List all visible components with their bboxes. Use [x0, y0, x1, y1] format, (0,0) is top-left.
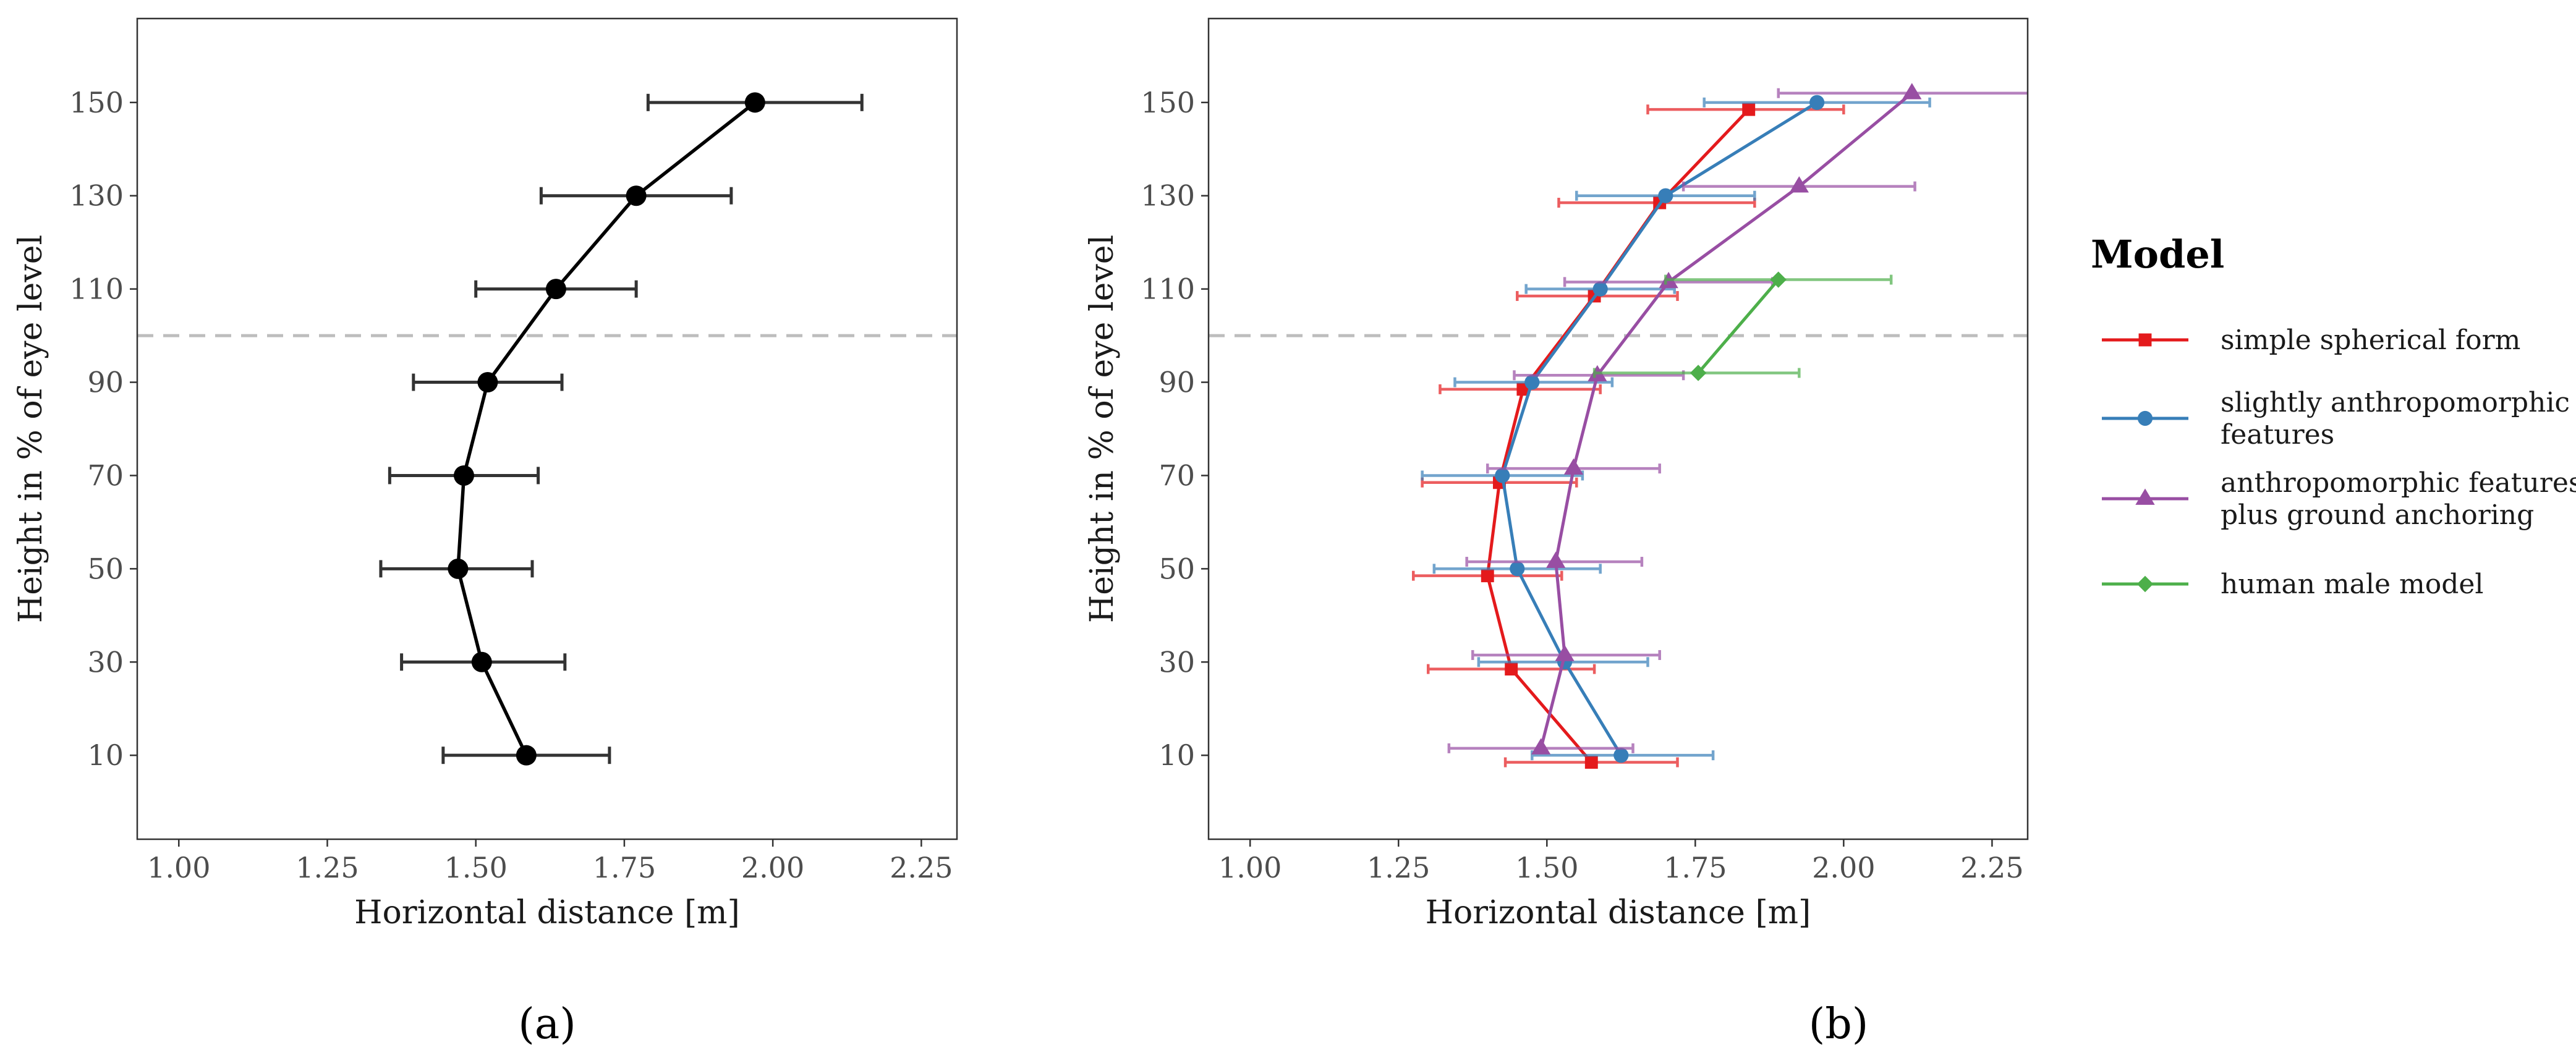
panel-a-plot-frame [136, 17, 958, 840]
panel-b-plot-frame [1207, 17, 2029, 840]
panel-b-series-human-male-model [1592, 271, 1893, 381]
panel-b-x-tick-label: 1.25 [1367, 851, 1430, 884]
panel-b-y-tick-label: 10 [1158, 738, 1195, 772]
panel-a-data-point [744, 92, 765, 113]
legend-label: slightly anthropomorphic [2221, 387, 2570, 418]
panel-b-data-point [1613, 748, 1629, 763]
panel-b-data-point [1505, 662, 1518, 676]
panel-a-data-point [477, 372, 498, 393]
panel-a-x-tick-label: 1.00 [147, 851, 210, 884]
panel-a-data-point [448, 558, 469, 579]
legend-label: anthropomorphic features [2221, 467, 2576, 499]
panel-a-x-tick-label: 1.50 [444, 851, 507, 884]
panel-b-y-tick-label: 30 [1158, 645, 1195, 679]
panel-b-chart: 1.00 1.25 1.50 1.75 2.00 2.25 10 30 50 70 90 110 130… [1084, 17, 2029, 931]
panel-a-y-tick-label: 90 [87, 366, 124, 399]
panel-b-label: (b) [1809, 1000, 1869, 1049]
panel-b-data-point [1789, 176, 1809, 193]
legend-label: features [2221, 419, 2334, 451]
panel-b-series-anthropomorphic-features-plus-ground-anchoring [1447, 83, 2028, 755]
panel-b-data-point [1584, 756, 1598, 769]
panel-a-x-tick-label: 2.00 [741, 851, 804, 884]
panel-b-data-point [1555, 645, 1575, 661]
legend-key-marker [2137, 410, 2153, 426]
panel-b-x-tick-label: 1.75 [1664, 851, 1727, 884]
panel-b-series-line [1500, 101, 1818, 756]
panel-a-data-point [453, 465, 474, 486]
panel-b-data-point [1902, 83, 1922, 99]
panel-b-data-point [1495, 468, 1510, 483]
panel-a-series-line [456, 101, 757, 756]
panel-b-x-tick-label: 1.50 [1515, 851, 1578, 884]
panel-b-y-axis-title: Height in % of eye level [1084, 235, 1121, 623]
panel-a-y-tick-label: 70 [87, 459, 124, 492]
panel-b-data-point [1563, 458, 1584, 475]
panel-b-x-tick-label: 2.25 [1960, 851, 2023, 884]
panel-b-y-tick-label: 50 [1158, 552, 1195, 585]
panel-b-x-tick-label: 1.00 [1218, 851, 1282, 884]
panel-b-series-line [1697, 278, 1780, 375]
panel-b-data-point [1531, 738, 1551, 755]
panel-b-x-tick-label: 2.00 [1812, 851, 1875, 884]
panel-a-x-axis-title: Horizontal distance [m] [354, 894, 740, 931]
legend-item-human-male-model: human male model [2102, 569, 2484, 600]
panel-a-y-tick-label: 10 [87, 738, 124, 772]
panel-b-series-slightly-anthropomorphic-features [1421, 95, 1931, 763]
panel-a-data-point [545, 279, 566, 300]
panel-b-data-point [1524, 375, 1540, 390]
legend-item-simple-spherical-form: simple spherical form [2102, 324, 2520, 356]
panel-a-data-point [516, 745, 537, 766]
legend-key-marker [2138, 333, 2152, 347]
panel-b-y-tick-label: 70 [1158, 459, 1195, 492]
panel-a-x-tick-label: 1.75 [593, 851, 656, 884]
panel-b-series-line [1539, 91, 1913, 749]
panel-b-data-point [1481, 569, 1494, 583]
panel-a-y-tick-label: 50 [87, 552, 124, 585]
legend-label: simple spherical form [2221, 324, 2520, 356]
panel-a-y-tick-label: 130 [69, 179, 124, 213]
legend-key-marker [2136, 575, 2154, 593]
panel-b-data-point [1770, 271, 1787, 288]
panel-a-y-axis-title: Height in % of eye level [12, 235, 49, 623]
panel-a-data-point [626, 185, 647, 206]
panel-b-x-axis-title: Horizontal distance [m] [1426, 894, 1811, 931]
legend-label: human male model [2221, 569, 2484, 600]
panel-a-data-point [471, 651, 492, 672]
panel-b-y-tick-label: 110 [1141, 273, 1195, 306]
legend-title: Model [2091, 232, 2224, 277]
legend: Model simple spherical form slightly anthr… [2091, 232, 2576, 600]
panel-a-chart: 1.00 1.25 1.50 1.75 2.00 2.25 10 30 50 70 90 110 130… [12, 17, 958, 931]
panel-b-series-line [1486, 108, 1750, 764]
panel-b-data-point [1510, 561, 1525, 577]
panel-b-data-point [1742, 103, 1756, 116]
panel-b-y-tick-label: 130 [1141, 179, 1195, 213]
panel-a-label: (a) [518, 1000, 576, 1049]
panel-b-y-tick-label: 90 [1158, 366, 1195, 399]
panel-b-data-point [1546, 551, 1566, 568]
legend-key-marker [2135, 488, 2155, 505]
panel-b-data-point [1690, 365, 1707, 381]
panel-b-data-point [1658, 188, 1673, 203]
panel-b-data-point [1592, 281, 1608, 297]
panel-a-y-tick-label: 110 [69, 273, 124, 306]
legend-label: plus ground anchoring [2221, 499, 2534, 531]
panel-a-y-tick-label: 150 [69, 86, 124, 119]
panel-a-x-tick-label: 1.25 [295, 851, 359, 884]
panel-b-data-point [1809, 95, 1825, 110]
panel-a-x-tick-label: 2.25 [890, 851, 953, 884]
panel-b-y-tick-label: 150 [1141, 86, 1195, 119]
panel-a-y-tick-label: 30 [87, 645, 124, 679]
panel-a-series-all-models [379, 92, 864, 766]
